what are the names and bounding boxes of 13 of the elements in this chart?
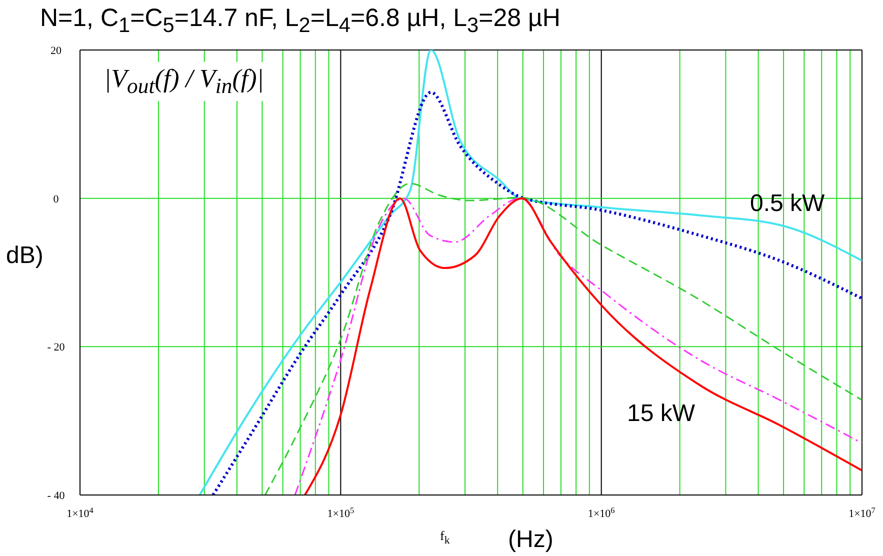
y-tick-label: 0 — [53, 193, 60, 206]
y-tick-label: - 40 — [47, 490, 66, 502]
x-tick-label: 1×10$^{7}$ — [848, 506, 876, 520]
annotation: |V$_{out}$(f) / V$_{in}$(f)| — [100, 62, 268, 102]
x-tick-label: 1×10$^{6}$ — [588, 506, 615, 520]
y-tick-label: - 20 — [47, 342, 66, 354]
x-axis-title: f$_{k}$ — [440, 528, 450, 547]
y-tick-label: 20 — [50, 45, 62, 57]
x-tick-label: 1×10$^{4}$ — [66, 506, 94, 520]
x-tick-label: 1×10$^{5}$ — [327, 506, 354, 520]
y-axis-title: dB) — [6, 242, 44, 270]
chart-title: N=1, C$_{1}$=C$_{5}$=14.7 nF, L$_{2}$=L$_{4}$=6.8 µH, L$_{3}$=28 µH — [40, 4, 560, 37]
text: (Hz) — [508, 526, 554, 554]
